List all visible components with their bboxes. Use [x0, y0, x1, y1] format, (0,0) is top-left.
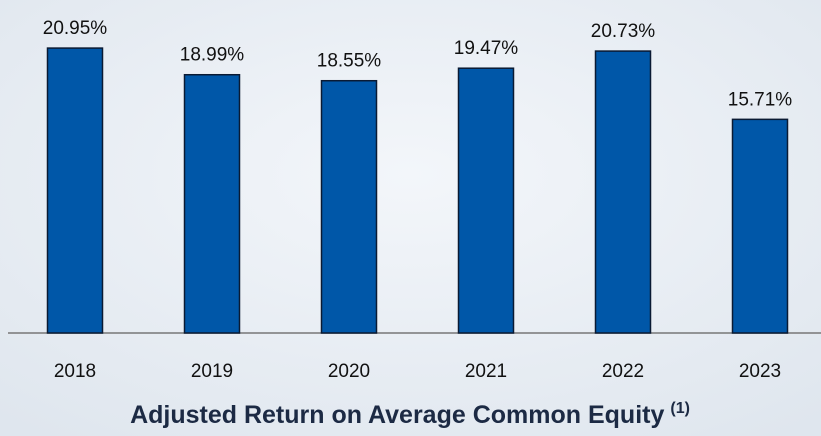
- data-label: 20.95%: [43, 18, 108, 39]
- x-tick-label: 2022: [602, 361, 644, 382]
- bar: [320, 79, 378, 334]
- bar: [731, 118, 789, 334]
- data-label: 18.55%: [317, 51, 382, 72]
- x-tick-label: 2020: [328, 361, 370, 382]
- data-label: 20.73%: [591, 21, 656, 42]
- x-tick-label: 2018: [54, 361, 96, 382]
- bar: [594, 50, 652, 334]
- title-note: (1): [670, 400, 690, 417]
- bar: [457, 67, 515, 334]
- data-label: 18.99%: [180, 45, 245, 66]
- title-text: Adjusted Return on Average Common Equity: [130, 401, 664, 429]
- x-tick-label: 2023: [739, 361, 781, 382]
- bar: [183, 73, 241, 334]
- x-tick-label: 2019: [191, 361, 233, 382]
- data-label: 15.71%: [728, 89, 793, 110]
- bar: [46, 47, 104, 334]
- x-tick-label: 2021: [465, 361, 507, 382]
- chart-title: Adjusted Return on Average Common Equity…: [130, 400, 690, 429]
- data-label: 19.47%: [454, 38, 519, 59]
